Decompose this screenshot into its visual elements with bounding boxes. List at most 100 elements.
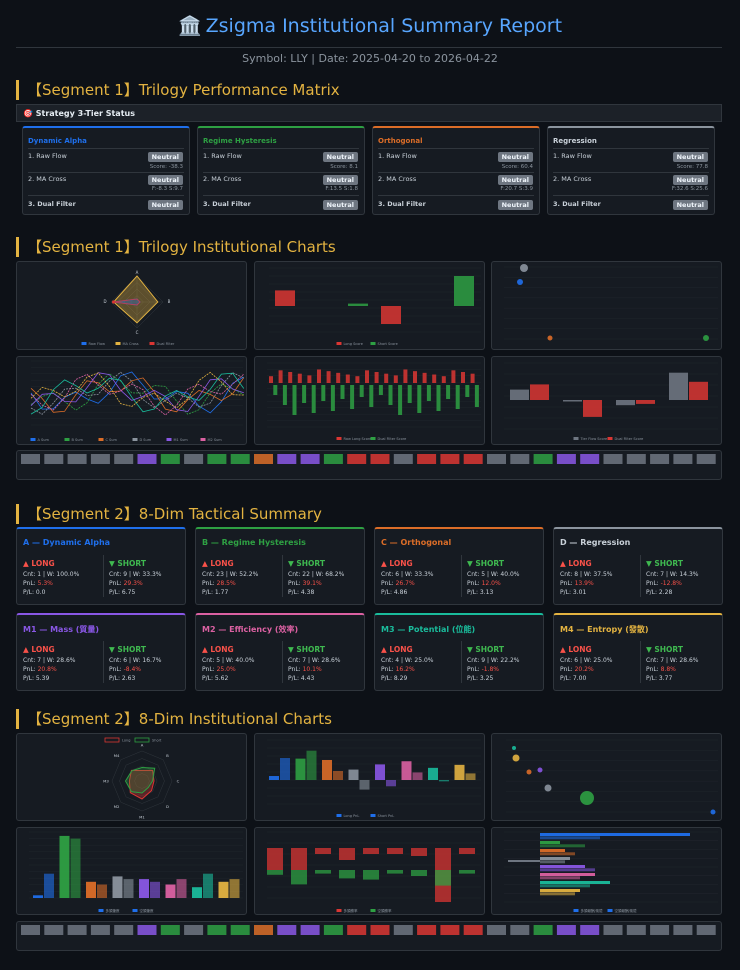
long-count: Cnt: 1 | W: 100.0% <box>23 571 80 578</box>
heat-cell <box>487 925 506 935</box>
short-pnl-value: 29.3% <box>123 580 143 587</box>
hbar <box>508 860 540 862</box>
score-text: Score: -38.3 <box>149 164 183 170</box>
heat-cell <box>207 925 227 935</box>
bar <box>374 372 379 383</box>
short-count: Cnt: 7 | W: 28.6% <box>646 657 699 664</box>
legend-swatch <box>81 342 87 345</box>
short-count: Cnt: 9 | W: 22.2% <box>467 657 520 664</box>
dim-card: M2 — Efficiency (效率) ▲ LONG Cnt: 5 | W: … <box>195 613 365 691</box>
hbar <box>540 849 565 852</box>
heat-cell <box>323 454 343 464</box>
row-ma-cross: 2. MA Cross <box>553 175 592 183</box>
heat-cell <box>556 925 576 935</box>
short-pl: P/L: 2.63 <box>109 675 136 682</box>
legend-swatch <box>336 342 342 345</box>
row-dual-filter: 3. Dual Filter <box>28 200 76 208</box>
long-pl: P/L: 4.86 <box>381 589 408 596</box>
legend-label: Raw Flow <box>89 342 106 346</box>
heat-cell <box>21 925 40 935</box>
bar <box>689 381 708 400</box>
bar <box>339 848 355 860</box>
scatter-point <box>547 335 553 341</box>
heat-cell <box>21 454 40 464</box>
long-pl: P/L: 0.0 <box>23 589 46 596</box>
scatter-point <box>703 335 709 341</box>
bar <box>267 870 283 875</box>
legend-swatch <box>98 438 104 441</box>
divider <box>203 148 359 149</box>
hbar <box>540 852 575 856</box>
heat-cell <box>114 454 134 464</box>
legend-label: Short Score <box>378 342 398 346</box>
radar-axis-label: M4 <box>114 753 120 758</box>
short-pnl-value: -1.8% <box>481 666 500 673</box>
legend-label: Long PnL <box>344 814 360 818</box>
long-label: ▲ LONG <box>560 559 592 568</box>
short-side: ▼ SHORT Cnt: 7 | W: 28.6% PnL: 8.8% P/L:… <box>646 644 699 683</box>
bar <box>435 870 451 886</box>
fs-text: F:32.6 S:25.6 <box>671 186 708 192</box>
short-pnl: PnL: -12.8% <box>646 580 682 587</box>
heat-cell <box>160 925 180 935</box>
bar <box>510 389 529 400</box>
status-badge: Neutral <box>147 200 183 210</box>
bar <box>350 385 355 409</box>
line-series <box>30 373 244 415</box>
bar <box>459 848 475 854</box>
trilogy-card-title: Regime Hysteresis <box>203 137 277 145</box>
legend-label: 多頭報酬/風險 <box>581 908 604 913</box>
radar-axis-label: M1 <box>139 815 145 820</box>
heat-cell <box>440 925 460 935</box>
score-text: Score: 8.1 <box>330 164 358 170</box>
long-label: ▲ LONG <box>381 559 413 568</box>
long-pl: P/L: 5.62 <box>202 675 229 682</box>
bar <box>384 373 389 383</box>
heat-cell <box>44 454 64 464</box>
legend-swatch <box>573 909 579 912</box>
heat-cell <box>417 925 437 935</box>
divider <box>553 195 709 196</box>
heat-cell <box>650 925 670 935</box>
long-count: Cnt: 23 | W: 52.2% <box>202 571 259 578</box>
bar <box>417 385 422 413</box>
long-pnl-value: 16.2% <box>395 666 415 673</box>
bar <box>292 385 297 415</box>
row-raw-flow: 1. Raw Flow <box>553 152 592 160</box>
legend-label: Dual Filter Score <box>615 437 644 441</box>
heat-cell <box>90 454 110 464</box>
legend-label: MA Cross <box>123 342 139 346</box>
heat-cell <box>323 925 343 935</box>
section-8dim-charts: 【Segment 2】8-Dim Institutional Charts <box>16 709 332 729</box>
bar <box>411 848 427 856</box>
bar <box>426 385 431 401</box>
legend-label: 空頭報酬/風險 <box>615 908 638 913</box>
trilogy-card-title: Dynamic Alpha <box>28 137 87 145</box>
bar <box>192 887 202 898</box>
heat-cell <box>370 925 390 935</box>
divider <box>203 195 359 196</box>
long-pnl-value: 28.5% <box>216 580 236 587</box>
bar <box>291 848 307 870</box>
long-side: ▲ LONG Cnt: 23 | W: 52.2% PnL: 28.5% P/L… <box>202 558 258 597</box>
heat-cell <box>230 454 250 464</box>
divider <box>282 555 283 597</box>
short-pl: P/L: 3.13 <box>467 589 494 596</box>
bar <box>432 374 437 383</box>
dim-card: M3 — Potential (位能) ▲ LONG Cnt: 4 | W: 2… <box>374 613 544 691</box>
radar-axis-label: B <box>166 753 169 758</box>
heat-cell <box>67 454 87 464</box>
bar <box>269 776 279 780</box>
bar <box>446 385 451 399</box>
row-ma-cross: 2. MA Cross <box>378 175 417 183</box>
long-label: ▲ LONG <box>23 559 55 568</box>
dim-card-title: M1 — Mass (質量) <box>23 625 100 634</box>
legend-label: 多頭勝率 <box>344 908 358 913</box>
bar <box>388 385 393 405</box>
bar <box>315 848 331 854</box>
short-pl: P/L: 3.25 <box>467 675 494 682</box>
heat-cell <box>696 925 716 935</box>
short-count: Cnt: 9 | W: 33.3% <box>109 571 162 578</box>
long-label: ▲ LONG <box>23 645 55 654</box>
